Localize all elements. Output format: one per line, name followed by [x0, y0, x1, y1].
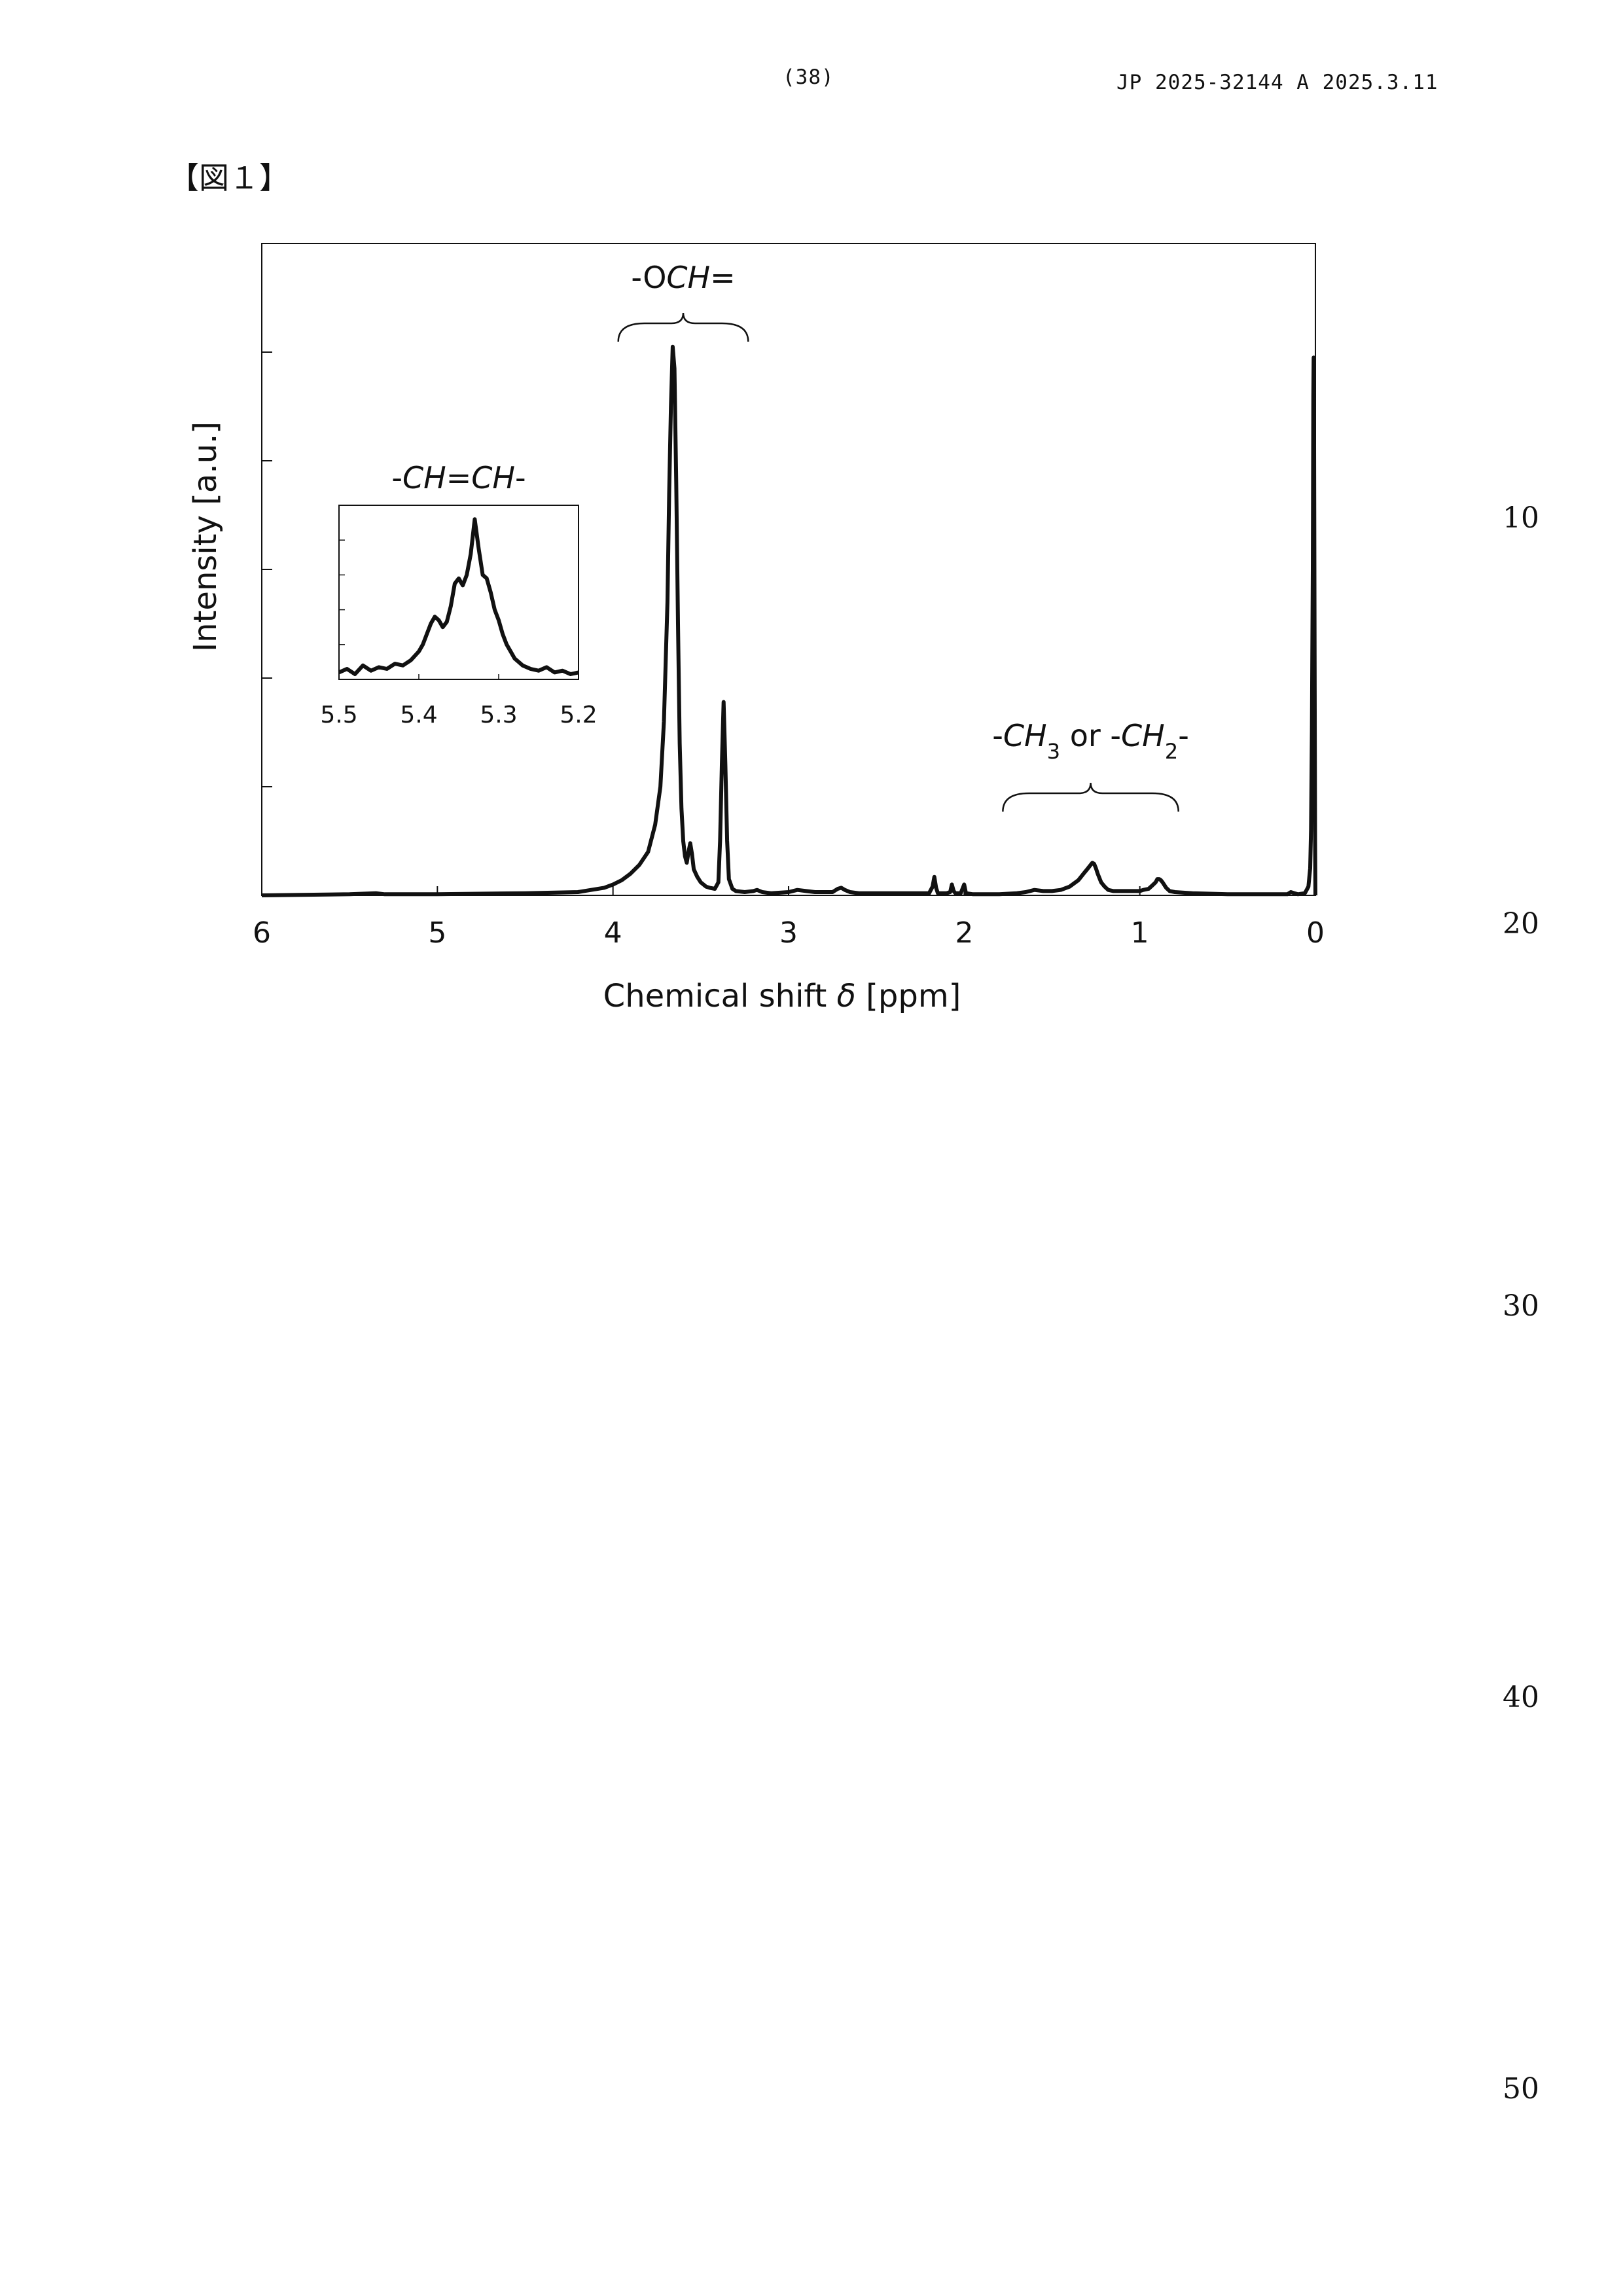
x-tick-label: 5 [428, 916, 446, 950]
inset-x-tick-label: 5.4 [400, 702, 437, 728]
ch3-ch2-brace [1003, 783, 1178, 812]
x-tick-label: 2 [955, 916, 973, 950]
y-axis-label: Intensity [a.u.] [187, 422, 224, 652]
x-tick-label: 0 [1306, 916, 1325, 950]
och-annotation: -OCH= [631, 260, 735, 295]
x-tick-label: 1 [1131, 916, 1149, 950]
inset-x-tick-label: 5.5 [320, 702, 357, 728]
x-tick-label: 4 [604, 916, 622, 950]
och-brace [618, 313, 749, 342]
x-tick-label: 6 [253, 916, 271, 950]
x-axis-label: Chemical shift δ [ppm] [603, 978, 961, 1014]
x-tick-label: 3 [779, 916, 798, 950]
inset-x-tick-label: 5.3 [480, 702, 517, 728]
ch3-ch2-annotation: -CH3 or -CH2- [992, 718, 1189, 764]
inset-title: -CH=CH- [391, 460, 526, 495]
inset-frame [339, 505, 579, 679]
inset-x-tick-label: 5.2 [560, 702, 597, 728]
